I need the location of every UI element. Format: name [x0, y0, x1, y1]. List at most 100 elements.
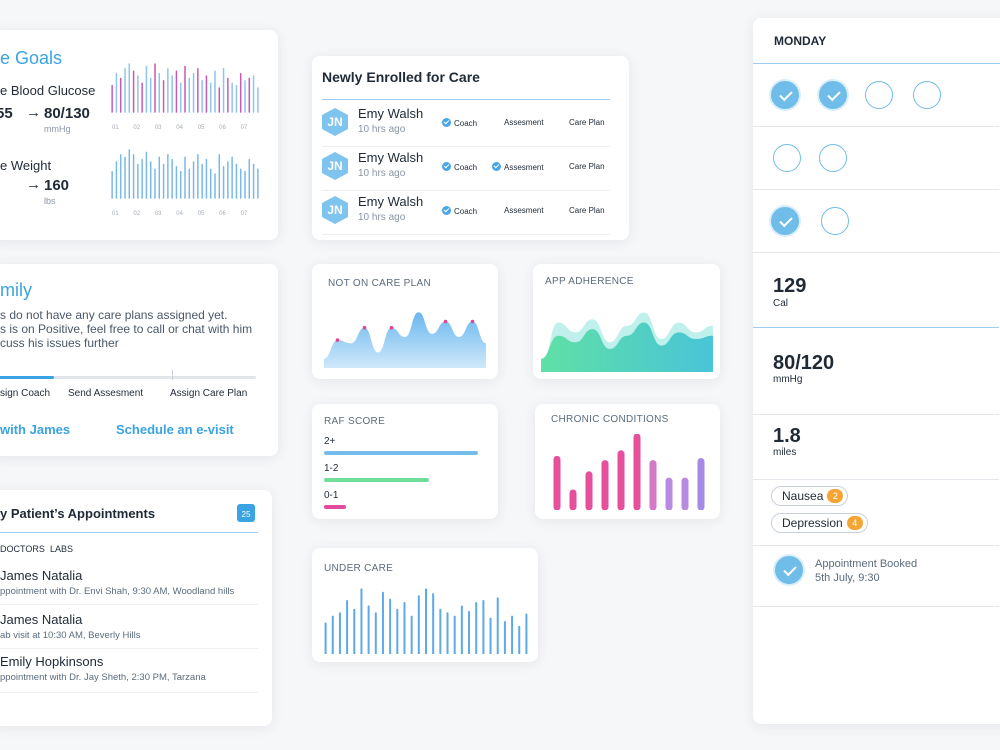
check-icon	[492, 162, 501, 171]
care-step: Care Plan	[569, 206, 605, 215]
step-send-assesment[interactable]: Send Assesment	[68, 388, 144, 399]
step-assign-care-plan[interactable]: Assign Care Plan	[170, 388, 248, 399]
patient-avatar: JN	[322, 108, 348, 136]
tick-label: 05	[198, 125, 205, 130]
app-adherence-card[interactable]: APP ADHERENCE	[533, 264, 720, 379]
schedule-evisit-link[interactable]: Schedule an e-visit	[116, 422, 234, 437]
patient-time: 10 hrs ago	[358, 212, 406, 223]
family-card: mily s do not have any care plans assign…	[0, 264, 278, 456]
tab-doctors[interactable]: DOCTORS	[0, 544, 45, 554]
tick-label: 04	[176, 125, 183, 130]
chronic-conditions-chart	[553, 434, 705, 510]
under-care-title: UNDER CARE	[324, 563, 394, 574]
checked-circle-icon[interactable]	[771, 207, 799, 235]
step-assign-coach[interactable]: sign Coach	[0, 388, 51, 399]
tab-labs[interactable]: LABS	[50, 544, 74, 554]
raf-row-label: 0-1	[324, 490, 339, 501]
unchecked-circle-icon[interactable]	[913, 81, 941, 109]
chat-link[interactable]: with James	[0, 422, 71, 437]
enrolled-patient-row[interactable]: JN Emy Walsh 10 hrs ago Coach Assesment Care …	[322, 190, 610, 235]
checked-circle-icon[interactable]	[771, 81, 799, 109]
not-on-care-plan-chart	[324, 312, 486, 368]
glucose-unit: mmHg	[44, 124, 71, 134]
arrow-right-icon: →	[26, 104, 41, 121]
appointment-desc: ppointment with Dr. Jay Sheth, 2:30 PM, …	[0, 672, 206, 683]
not-on-care-plan-card[interactable]: NOT ON CARE PLAN	[312, 264, 498, 379]
care-step-label: Coach	[454, 207, 478, 216]
unchecked-circle-icon[interactable]	[821, 207, 849, 235]
unchecked-circle-icon[interactable]	[773, 144, 801, 172]
appointment-item[interactable]: Emily Hopkinsons ppointment with Dr. Jay…	[0, 650, 258, 693]
chart-point	[443, 319, 448, 324]
enrolled-card: Newly Enrolled for Care JN Emy Walsh 10 hr…	[312, 56, 629, 240]
care-step: Care Plan	[569, 118, 605, 127]
appointments-divider	[0, 532, 258, 533]
appointment-item[interactable]: James Natalia ppointment with Dr. Envi S…	[0, 562, 258, 605]
day-divider	[753, 63, 1000, 64]
area-series	[324, 312, 486, 368]
check-icon	[442, 206, 451, 215]
appointment-booked-row[interactable]: Appointment Booked 5th July, 9:30	[753, 546, 999, 607]
appointment-item[interactable]: James Natalia ab visit at 10:30 AM, Beve…	[0, 606, 258, 649]
glucose-from: 55	[0, 105, 13, 122]
raf-row-label: 2+	[324, 436, 336, 447]
blood-pressure-value: 80/120	[773, 352, 835, 374]
app-adherence-title: APP ADHERENCE	[545, 276, 634, 287]
tick-label: 06	[219, 125, 226, 130]
care-step: Assesment	[504, 206, 544, 215]
appointments-title: y Patient’s Appointments	[0, 506, 156, 521]
distance-value: 1.8	[773, 425, 801, 447]
weight-to: 160	[44, 177, 70, 194]
glucose-bar-chart: 01 02 03 04 05 06 07	[111, 63, 259, 130]
weight-bar-chart: 01 02 03 04 05 06 07	[111, 149, 259, 216]
under-care-card[interactable]: UNDER CARE	[312, 548, 538, 662]
family-message-line-2: s is on Positive, feel free to call or c…	[0, 322, 253, 336]
area-series-front	[541, 322, 713, 372]
care-step: Coach	[442, 206, 477, 216]
unchecked-circle-icon[interactable]	[819, 144, 847, 172]
appointment-desc: ab visit at 10:30 AM, Beverly Hills	[0, 630, 141, 641]
check-icon	[442, 118, 451, 127]
family-message-line-1: s do not have any care plans assigned ye…	[0, 308, 228, 322]
patient-avatar: JN	[322, 196, 348, 224]
tick-label: 02	[133, 125, 140, 130]
appointment-patient: Emily Hopkinsons	[0, 654, 104, 669]
checklist-row	[753, 64, 999, 127]
care-step-label: Care Plan	[569, 118, 605, 127]
symptom-tag[interactable]: Nausea 2	[771, 486, 849, 506]
raf-score-card[interactable]: RAF SCORE 2+ 1-2 0-1	[312, 404, 498, 519]
appointments-card: y Patient’s Appointments 25 DOCTORS LABS…	[0, 490, 272, 726]
unchecked-circle-icon[interactable]	[865, 81, 893, 109]
appointment-booked-title: Appointment Booked	[815, 558, 918, 570]
appointment-desc: ppointment with Dr. Envi Shah, 9:30 AM, …	[0, 586, 235, 597]
care-step: Coach	[442, 162, 477, 172]
day-label: MONDAY	[774, 34, 827, 48]
care-step: Care Plan	[569, 162, 605, 171]
chart-point	[362, 325, 367, 330]
patient-name: Emy Walsh	[358, 106, 424, 121]
calendar-icon[interactable]: 25	[237, 504, 255, 522]
patient-time: 10 hrs ago	[358, 168, 406, 179]
care-step: Assesment	[504, 118, 544, 127]
tick-label: 07	[241, 125, 248, 130]
chronic-conditions-card[interactable]: CHRONIC CONDITIONS	[535, 404, 720, 519]
stat-distance: 1.8 miles	[753, 415, 999, 480]
step-divider	[172, 370, 173, 380]
checklist-row	[753, 127, 999, 190]
tick-label: 03	[155, 125, 162, 130]
tick-label: 03	[155, 211, 162, 216]
blood-pressure-unit: mmHg	[773, 374, 803, 385]
checked-circle-icon[interactable]	[819, 81, 847, 109]
enrolled-patient-row[interactable]: JN Emy Walsh 10 hrs ago Coach Assesment Care …	[322, 146, 610, 191]
symptom-count-badge: 2	[827, 489, 844, 503]
stat-blood-pressure: 80/120 mmHg	[753, 328, 999, 415]
progress-fill	[0, 376, 54, 379]
tick-label: 02	[133, 211, 140, 216]
stat-calories: 129 Cal	[753, 253, 999, 328]
enrolled-patient-row[interactable]: JN Emy Walsh 10 hrs ago Coach Assesment Care …	[322, 102, 610, 147]
symptom-tag[interactable]: Depression 4	[771, 513, 868, 533]
checklist-row	[753, 190, 999, 253]
chart-point	[470, 319, 475, 324]
glucose-label: e Blood Glucose	[0, 83, 96, 98]
goals-title: e Goals	[0, 48, 63, 68]
